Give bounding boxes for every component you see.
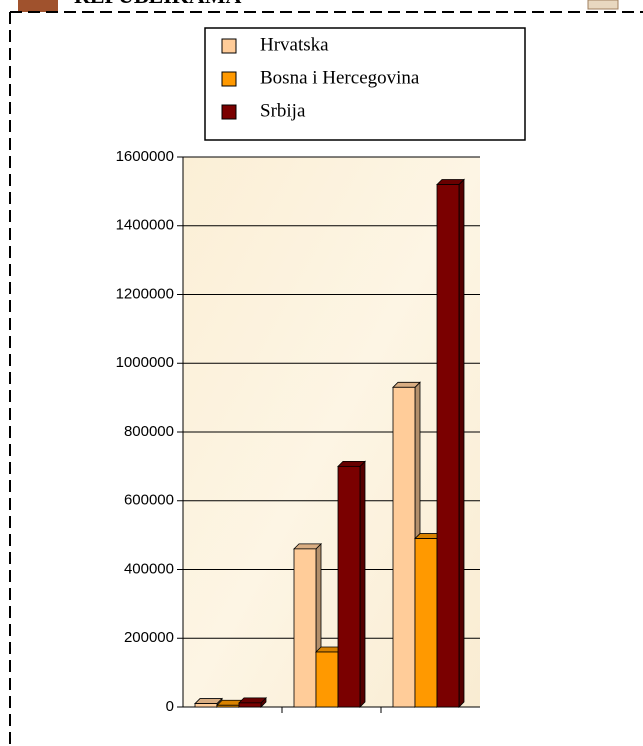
bar (436, 184, 460, 708)
y-tick-label: 1200000 (116, 285, 174, 302)
bar (194, 703, 218, 708)
legend-swatch (221, 38, 237, 54)
bar-side (458, 178, 465, 708)
legend (204, 27, 526, 141)
legend-label: Srbija (260, 100, 306, 121)
y-tick-label: 0 (166, 698, 174, 715)
bar-top (194, 698, 223, 704)
bar (315, 651, 339, 708)
bar (392, 386, 416, 708)
bar (337, 465, 361, 708)
legend-label: Bosna i Hercegovina (260, 67, 420, 88)
legend-label: Hrvatska (260, 34, 329, 55)
y-tick-label: 200000 (124, 629, 174, 646)
y-tick-label: 1600000 (116, 148, 174, 165)
y-tick-label: 1000000 (116, 354, 174, 371)
y-tick-label: 800000 (124, 423, 174, 440)
header-title: REPUBLIKAMA (74, 0, 242, 8)
header-icon (18, 0, 58, 12)
bar-top (238, 697, 267, 704)
legend-swatch (221, 71, 237, 87)
bar-top (337, 460, 366, 467)
bar-side (359, 460, 366, 708)
bar (238, 702, 262, 708)
bar (414, 538, 438, 708)
bar (293, 548, 317, 708)
bar-top (293, 543, 322, 550)
bar (216, 704, 240, 708)
y-tick-label: 1400000 (116, 217, 174, 234)
y-tick-label: 600000 (124, 492, 174, 509)
bar-top (392, 381, 421, 388)
header-button[interactable] (587, 0, 619, 10)
y-tick-label: 400000 (124, 560, 174, 577)
bar-top (436, 179, 465, 185)
legend-swatch (221, 104, 237, 120)
